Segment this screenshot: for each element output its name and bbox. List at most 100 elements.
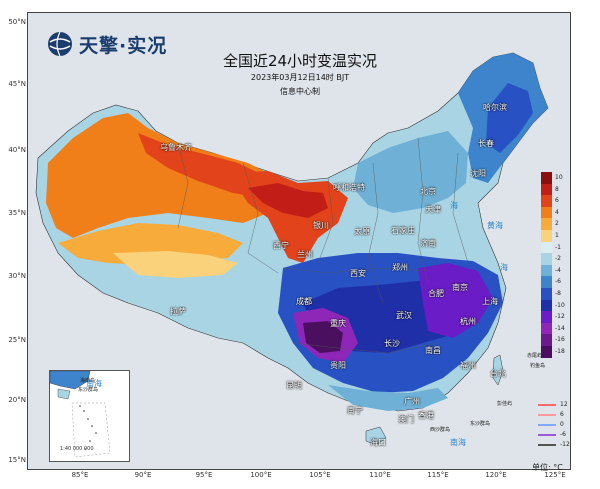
city-label: 太原 — [354, 227, 370, 236]
legend-swatch — [541, 311, 552, 323]
city-label: 南宁 — [347, 406, 363, 415]
legend-swatch — [541, 288, 552, 300]
legend-swatch — [541, 334, 552, 346]
line-legend-label: 12 — [560, 401, 568, 408]
lat-label-30: 30°N — [8, 272, 26, 280]
legend-swatch — [541, 218, 552, 230]
south-china-sea-inset: 南海 海南岛 东沙群岛 — [49, 370, 130, 462]
city-label: 重庆 — [330, 319, 346, 328]
lat-label-15: 15°N — [8, 456, 26, 464]
city-label: 郑州 — [392, 263, 408, 272]
line-legend-item: -6 — [538, 431, 578, 439]
line-legend-item: -12 — [538, 441, 578, 449]
city-label: 长沙 — [384, 339, 400, 348]
city-label: 昆明 — [286, 381, 302, 390]
line-legend-item: 6 — [538, 411, 578, 419]
island-label: 西沙群岛 — [430, 427, 451, 433]
line-legend-label: -12 — [560, 441, 570, 448]
sea-label-yellow: 黄海 — [487, 221, 503, 230]
city-label: 济南 — [420, 239, 436, 248]
city-label: 兰州 — [297, 250, 313, 259]
legend-value: -8 — [555, 290, 561, 297]
inset-dongsha-label: 东沙群岛 — [78, 387, 99, 393]
legend-value: -2 — [555, 255, 561, 263]
legend-value: 2 — [555, 220, 559, 228]
city-label: 乌鲁木齐 — [160, 143, 192, 152]
city-label: 上海 — [482, 297, 498, 306]
legend-value: -14 — [555, 324, 565, 332]
legend-value: 1 — [555, 232, 559, 239]
lon-label-115: 115°E — [427, 471, 449, 479]
line-legend-swatch — [538, 434, 556, 436]
legend-value: 4 — [555, 208, 559, 216]
line-legend-item: 0 — [538, 421, 578, 429]
lat-label-50: 50°N — [8, 18, 26, 26]
city-label: 北京 — [420, 187, 436, 196]
inset-hainan-label: 海南岛 — [80, 378, 96, 384]
city-label: 西宁 — [273, 241, 289, 250]
cold-zone-south-purple — [418, 263, 493, 338]
line-legend-swatch — [538, 404, 556, 406]
city-label: 南京 — [452, 283, 468, 292]
island-label: 钓鱼岛 — [530, 363, 546, 369]
city-label: 武汉 — [396, 311, 412, 320]
city-label: 哈尔滨 — [483, 103, 507, 112]
legend-swatch — [541, 183, 552, 196]
taiwan-island — [492, 354, 504, 386]
island-label: 东沙群岛 — [470, 421, 491, 427]
legend-swatch — [541, 172, 552, 184]
legend-swatch — [541, 241, 552, 254]
legend-swatch — [541, 322, 552, 335]
legend-swatch — [541, 276, 552, 288]
city-label: 长春 — [478, 139, 494, 148]
lat-label-45: 45°N — [8, 80, 26, 88]
legend-swatch — [541, 264, 552, 277]
legend-value: -1 — [555, 243, 561, 251]
city-label: 香港 — [418, 411, 434, 420]
city-label: 海口 — [370, 438, 386, 447]
hainan-island — [365, 426, 387, 446]
legend-value: 8 — [555, 185, 559, 193]
line-legend-swatch — [538, 444, 556, 446]
logo: 天擎·实况 — [46, 30, 167, 58]
unit-label: 单位: °C — [532, 463, 563, 472]
map-timestamp: 2023年03月12日14时 BJT — [250, 73, 350, 82]
city-label: 贵阳 — [330, 361, 346, 370]
lon-label-90: 90°E — [134, 471, 152, 479]
cold-zone-south-core — [303, 321, 343, 353]
line-legend-label: 0 — [560, 421, 564, 428]
line-legend-swatch — [538, 424, 556, 426]
mild-zone-north — [353, 131, 468, 213]
lon-label-105: 105°E — [309, 471, 331, 479]
province-boundaries — [177, 137, 469, 354]
lat-label-25: 25°N — [8, 336, 26, 344]
city-label: 成都 — [296, 297, 312, 306]
legend-swatch — [541, 195, 552, 207]
legend-swatch — [541, 346, 552, 358]
cold-zone-northeast-deep — [486, 83, 533, 153]
legend-value: -6 — [555, 278, 561, 286]
line-legend-label: -6 — [560, 431, 566, 438]
city-label: 台北 — [490, 369, 506, 378]
map-title: 全国近24小时变温实况 — [222, 52, 378, 70]
legend-swatch — [541, 206, 552, 219]
map-producer: 信息中心制 — [280, 87, 320, 96]
city-label: 南昌 — [425, 346, 441, 355]
lat-label-35: 35°N — [8, 209, 26, 217]
sea-label-east: 海 — [500, 263, 508, 272]
city-label: 澳门 — [398, 415, 414, 424]
warm-zone-northwest — [46, 113, 278, 238]
legend-value: 6 — [555, 197, 559, 205]
inset-scale: 1:40 000 000 — [60, 446, 94, 452]
city-label: 广州 — [404, 397, 420, 406]
line-legend-label: 6 — [560, 411, 564, 418]
legend-swatch — [541, 299, 552, 312]
island-label: 彭佳屿 — [497, 401, 513, 407]
lon-label-120: 120°E — [485, 471, 507, 479]
city-label: 银川 — [313, 221, 329, 230]
line-legend-item: 12 — [538, 401, 578, 409]
city-label: 福州 — [460, 361, 476, 370]
lon-label-125: 125°E — [544, 471, 566, 479]
sea-label-bohai: 海 — [450, 201, 458, 210]
legend-value: -16 — [555, 336, 565, 344]
